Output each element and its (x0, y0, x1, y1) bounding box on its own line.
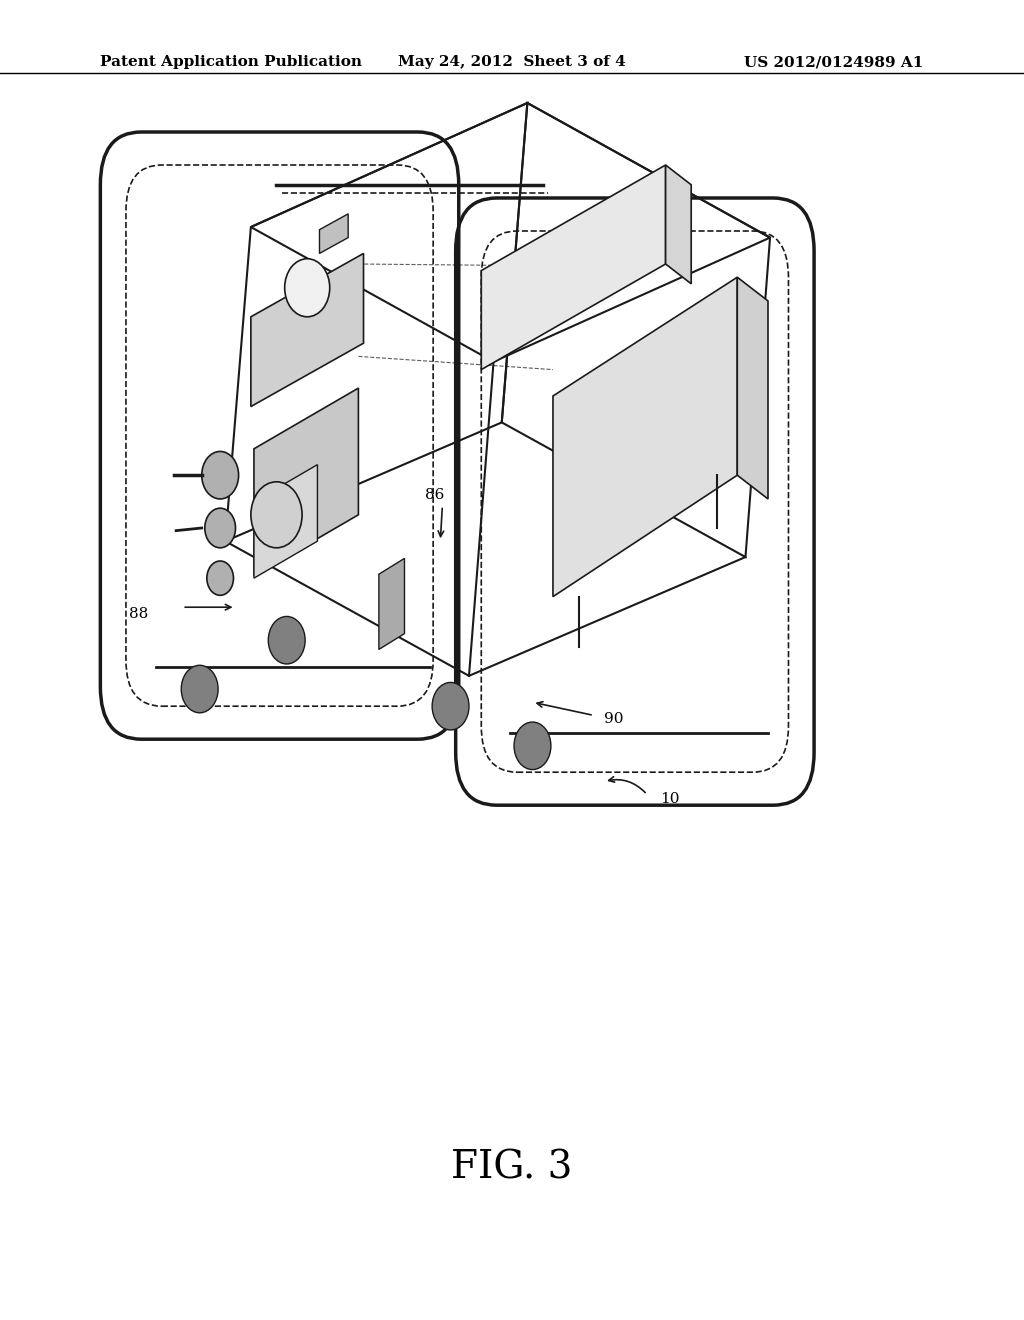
Circle shape (181, 665, 218, 713)
Polygon shape (251, 253, 364, 407)
Text: 90: 90 (604, 713, 624, 726)
Text: FIG. 3: FIG. 3 (452, 1150, 572, 1187)
Circle shape (202, 451, 239, 499)
Polygon shape (319, 214, 348, 253)
Text: US 2012/0124989 A1: US 2012/0124989 A1 (744, 55, 924, 70)
Circle shape (207, 561, 233, 595)
Polygon shape (666, 165, 691, 284)
Circle shape (205, 508, 236, 548)
Circle shape (251, 482, 302, 548)
Polygon shape (737, 277, 768, 499)
Text: 86: 86 (425, 488, 444, 502)
Circle shape (268, 616, 305, 664)
Circle shape (285, 259, 330, 317)
Circle shape (514, 722, 551, 770)
Polygon shape (481, 165, 666, 370)
Text: 88: 88 (129, 607, 148, 620)
Text: May 24, 2012  Sheet 3 of 4: May 24, 2012 Sheet 3 of 4 (398, 55, 626, 70)
Circle shape (432, 682, 469, 730)
Polygon shape (379, 558, 404, 649)
Polygon shape (254, 388, 358, 576)
Polygon shape (254, 465, 317, 578)
Text: 10: 10 (660, 792, 680, 805)
Polygon shape (553, 277, 737, 597)
Text: Patent Application Publication: Patent Application Publication (100, 55, 362, 70)
